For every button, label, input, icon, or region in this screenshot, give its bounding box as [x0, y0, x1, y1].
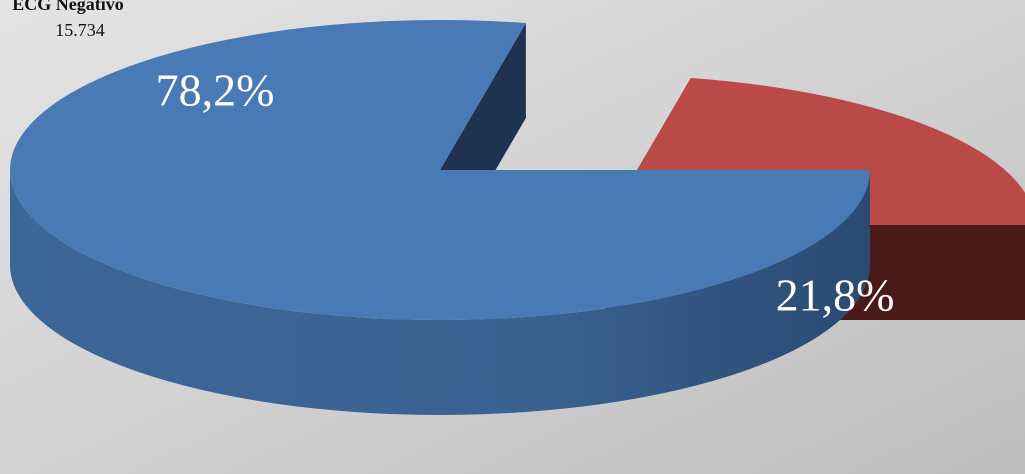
category-label: ECG Negativo: [12, 0, 124, 14]
value-label: 21,8%: [776, 270, 895, 321]
slice: [9, 19, 870, 320]
value-label: 78,2%: [156, 65, 275, 116]
slice-wall: [10, 170, 870, 415]
plot: [9, 19, 1025, 415]
count-label: 15.734: [55, 20, 105, 40]
